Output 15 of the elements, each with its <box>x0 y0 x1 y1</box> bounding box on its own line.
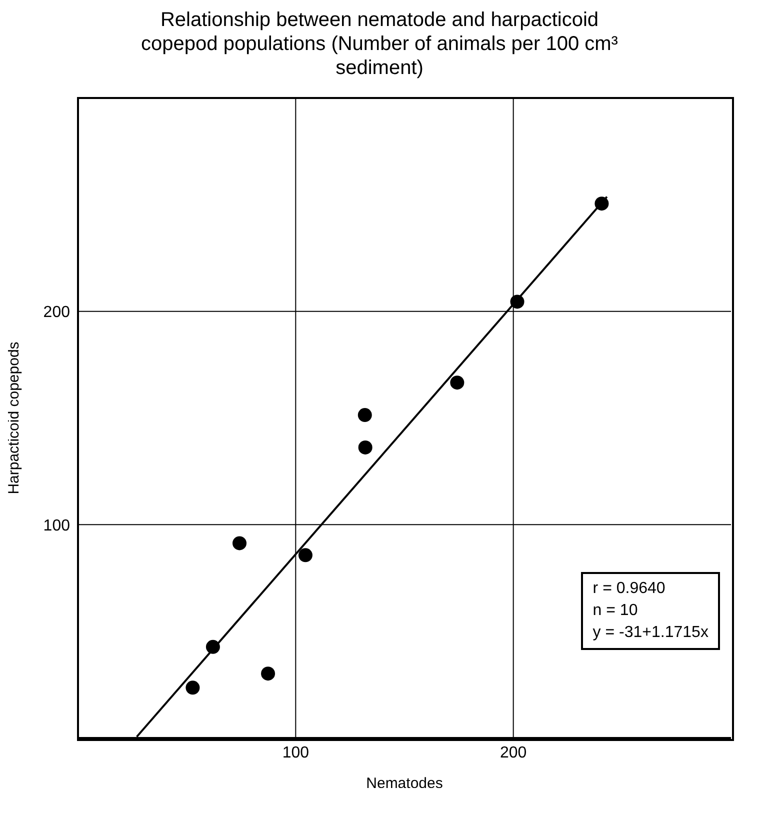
point <box>206 640 220 654</box>
point <box>450 376 464 390</box>
point <box>594 196 609 211</box>
point <box>298 548 312 562</box>
annotation: r = 0.9640 <box>592 578 666 599</box>
point <box>358 408 372 422</box>
point <box>510 294 524 309</box>
annotation: n = 10 <box>592 600 639 621</box>
annotation: y = -31+1.1715x <box>592 622 708 643</box>
chart-title: Relationship between nematode and harpacticoid copepod populations (Number of animals per 100 cm³ sediment) <box>140 8 619 80</box>
point <box>186 680 200 695</box>
x-axis-title: Nematodes <box>366 775 443 792</box>
point <box>358 440 372 454</box>
point <box>232 536 247 550</box>
point <box>261 666 276 681</box>
